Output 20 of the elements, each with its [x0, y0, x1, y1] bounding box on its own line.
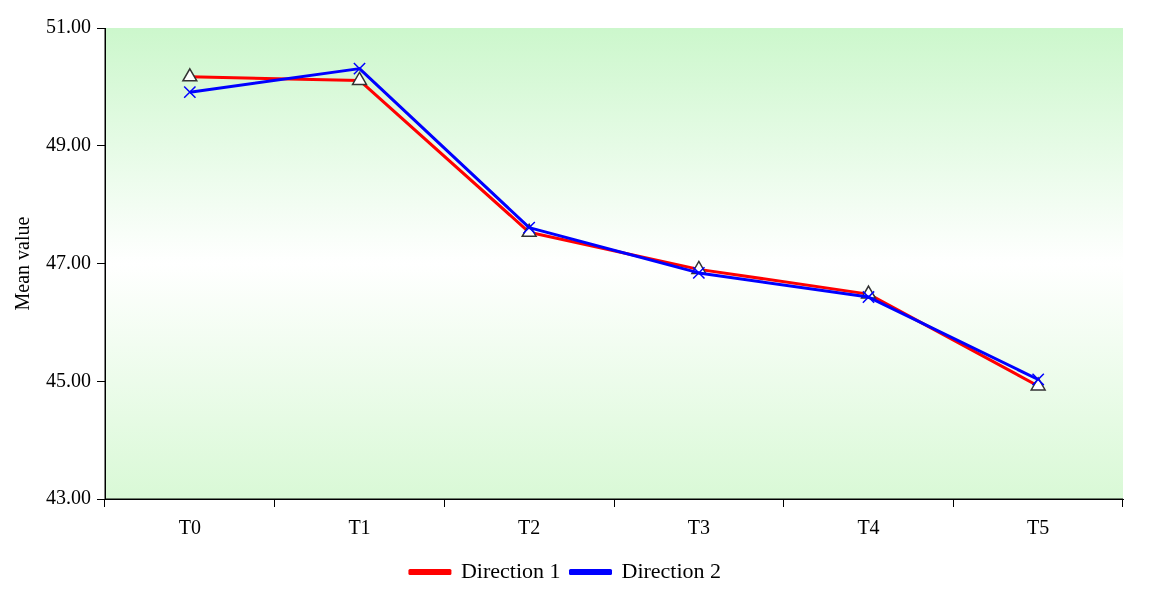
- legend-label: Direction 2: [621, 557, 722, 583]
- point: [692, 266, 706, 280]
- x-tick-label: T0: [178, 516, 201, 539]
- y-tick-label: 47.00: [46, 250, 91, 273]
- legend-label: Direction 1: [460, 557, 561, 583]
- point: [183, 85, 197, 99]
- y-axis-title: Mean value: [11, 216, 34, 311]
- x-tick-label: T2: [518, 516, 541, 539]
- x-tick-label: T3: [687, 516, 710, 539]
- y-tick-label: 45.00: [46, 368, 91, 391]
- y-tick-label: 51.00: [46, 15, 91, 38]
- x-tick-label: T1: [348, 516, 371, 539]
- point: [353, 62, 366, 76]
- point: [862, 290, 875, 304]
- y-tick-label: 49.00: [46, 133, 91, 155]
- x-tick-label: T5: [1027, 516, 1050, 539]
- y-tick-label: 43.00: [46, 486, 91, 509]
- point: [522, 221, 536, 234]
- point: [1031, 373, 1045, 386]
- x-tick-label: T4: [857, 516, 880, 539]
